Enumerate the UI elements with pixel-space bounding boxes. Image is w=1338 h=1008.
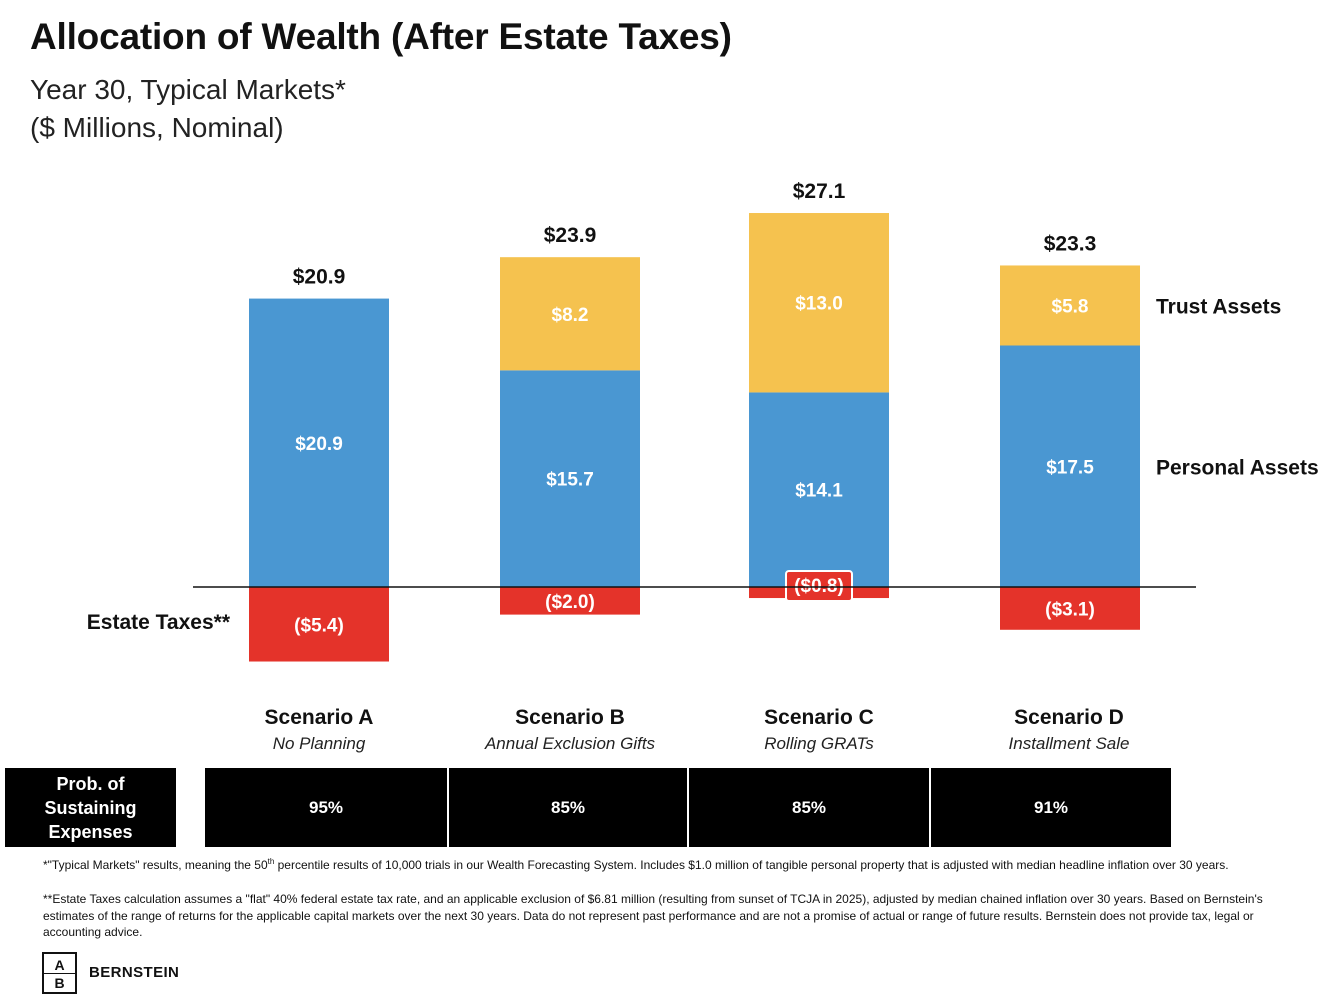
data-label: ($2.0) — [545, 592, 595, 613]
prob-cell: 95% — [205, 768, 447, 847]
data-label: $15.7 — [546, 470, 594, 491]
bar-trust-assets — [749, 213, 889, 393]
total-label: $20.9 — [293, 266, 346, 289]
scenario-desc: Annual Exclusion Gifts — [484, 734, 656, 753]
total-label: $23.3 — [1044, 232, 1097, 255]
data-label: $17.5 — [1046, 457, 1094, 478]
stacked-bar-chart: $20.9 ($5.4) $20.9 $15.7 $8.2 ($2.0) $23.9 $14.… — [87, 180, 1319, 662]
bar-personal-assets — [500, 370, 640, 587]
data-label: $14.1 — [795, 481, 843, 502]
scenario-desc: Installment Sale — [1008, 734, 1130, 753]
prob-label-line: Sustaining — [44, 797, 137, 818]
bar-estate-taxes — [1000, 587, 1140, 630]
prob-label-line: Expenses — [48, 821, 133, 842]
data-label-box — [785, 570, 853, 602]
footnote-text: *"Typical Markets" results, meaning the … — [43, 858, 268, 872]
bar-personal-assets — [749, 392, 889, 587]
scenario-name: Scenario D — [1014, 706, 1124, 729]
scenario-desc: Rolling GRATs — [764, 734, 874, 753]
scenario-desc: No Planning — [272, 734, 366, 753]
data-label: $13.0 — [795, 294, 843, 315]
data-label: $8.2 — [552, 305, 589, 326]
data-label: $20.9 — [295, 434, 343, 455]
scenario-name: Scenario B — [515, 706, 625, 729]
footnote-text: percentile results of 10,000 trials in o… — [274, 858, 1229, 872]
scenario-name: Scenario A — [264, 706, 374, 729]
total-label: $23.9 — [544, 224, 597, 247]
data-label: ($3.1) — [1045, 599, 1095, 620]
logo-letter: B — [54, 975, 65, 991]
bar-trust-assets — [500, 257, 640, 371]
prob-label-line: Prob. of — [56, 773, 125, 794]
logo-name: BERNSTEIN — [89, 964, 180, 981]
prob-cell: 85% — [689, 768, 929, 847]
bar-estate-taxes — [249, 587, 389, 662]
chart-subtitle: Year 30, Typical Markets* — [30, 74, 346, 105]
legend-personal-assets: Personal Assets — [1156, 456, 1319, 479]
legend-trust-assets: Trust Assets — [1156, 295, 1281, 318]
page-title: Allocation of Wealth (After Estate Taxes… — [30, 16, 732, 57]
data-label: ($5.4) — [294, 615, 344, 636]
data-label: $5.8 — [1052, 296, 1089, 317]
prob-cell: 85% — [449, 768, 687, 847]
bernstein-logo-icon: A B — [42, 952, 77, 994]
footnote: *"Typical Markets" results, meaning the … — [43, 857, 1293, 874]
bar-estate-taxes — [500, 587, 640, 615]
bar-personal-assets — [1000, 345, 1140, 587]
prob-cell: 91% — [931, 768, 1171, 847]
footnote: **Estate Taxes calculation assumes a "fl… — [43, 892, 1263, 939]
chart-units: ($ Millions, Nominal) — [30, 112, 284, 143]
prob-label: Prob. of Sustaining Expenses — [5, 768, 176, 847]
legend-estate-taxes: Estate Taxes** — [87, 611, 231, 634]
scenario-name: Scenario C — [764, 706, 874, 729]
bar-personal-assets — [249, 298, 389, 587]
total-label: $27.1 — [793, 180, 846, 203]
footnote-sup: th — [267, 857, 275, 866]
bar-trust-assets — [1000, 265, 1140, 346]
logo-letter: A — [54, 957, 65, 973]
